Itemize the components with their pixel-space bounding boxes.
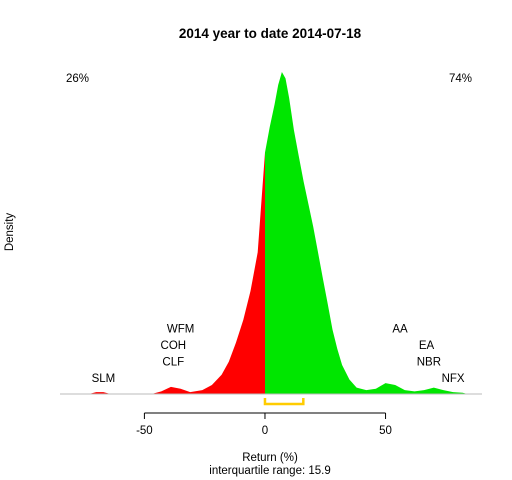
x-tick-label: -50	[136, 425, 153, 437]
ticker-label: NBR	[417, 357, 441, 369]
density-layer	[88, 72, 468, 394]
positive-density-area	[265, 72, 468, 394]
ticker-label: EA	[419, 340, 435, 352]
ticker-label: NFX	[442, 373, 465, 385]
ticker-label: CLF	[162, 357, 184, 369]
x-axis: -50 0 50	[60, 393, 482, 437]
x-axis-sublabel: interquartile range: 15.9	[209, 465, 330, 477]
chart-title: 2014 year to date 2014-07-18	[179, 26, 362, 41]
y-axis-label: Density	[4, 213, 16, 252]
ticker-label: WFM	[167, 324, 194, 336]
x-axis-label: Return (%)	[242, 452, 298, 464]
negative-share-label: 26%	[66, 73, 89, 85]
x-tick-label: 0	[262, 425, 268, 437]
x-tick-label: 50	[379, 425, 392, 437]
positive-share-label: 74%	[449, 73, 472, 85]
negative-density-area	[88, 152, 266, 394]
ticker-label: SLM	[92, 373, 116, 385]
ticker-label: COH	[161, 340, 187, 352]
ticker-label: AA	[392, 324, 408, 336]
iqr-bracket	[263, 398, 305, 406]
